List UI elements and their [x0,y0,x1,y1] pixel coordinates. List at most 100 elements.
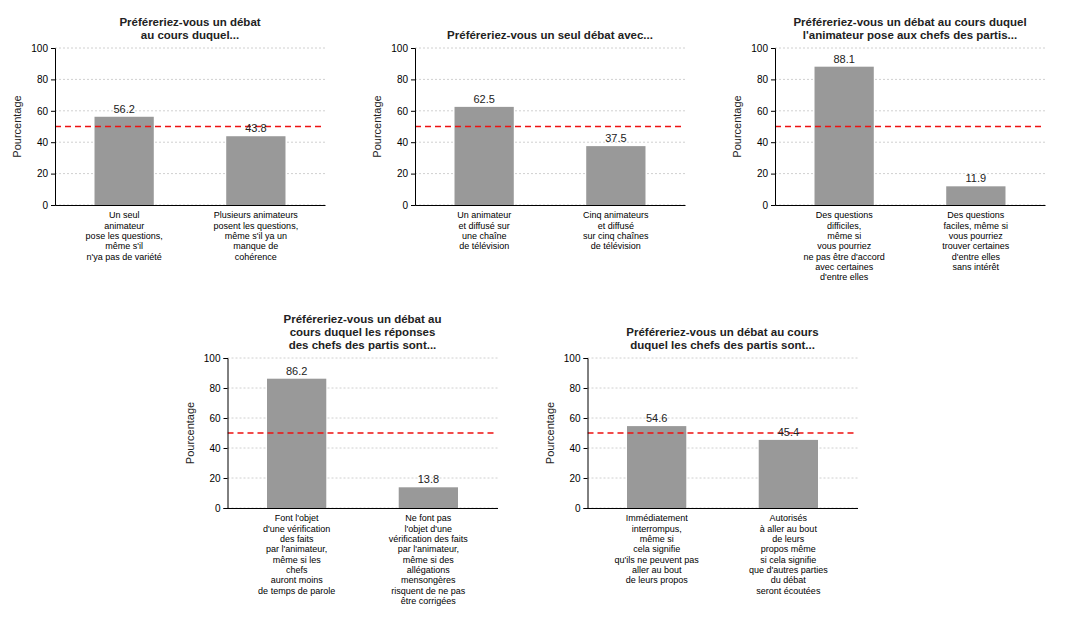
x-tick-label-line: pose les questions, [86,231,163,241]
x-tick-label: Immédiatementinterrompus,même sicela sig… [615,513,700,585]
x-tick-label-line: difficiles, [827,221,861,231]
y-axis: 020406080100 [564,353,588,514]
y-tick-mark [771,142,775,143]
bar [226,136,285,205]
x-tick-label-line: qu'ils ne peuvent pas [615,555,700,565]
y-axis: 020406080100 [204,353,228,514]
x-tick-label-line: une chaîne [462,231,507,241]
x-tick-label-line: cohérence [235,252,277,262]
y-tick-mark [51,111,55,112]
y-axis: 020406080100 [751,43,775,211]
bar [759,440,818,508]
y-tick-label: 20 [397,168,409,179]
x-tick-label-line: du débat [771,575,807,585]
y-tick-mark [771,174,775,175]
x-tick-label-line: de leurs propos [626,575,689,585]
x-tick-label-line: être corrigées [401,596,457,606]
y-tick-mark [411,205,415,206]
bar [455,107,514,205]
grid [228,358,498,508]
x-tick-label-line: et diffusé sur [458,221,509,231]
chart-title-line: Préféreriez-vous un seul débat avec... [447,29,653,41]
chart-title-line: l'animateur pose aux chefs des partis... [803,29,1017,41]
y-tick-label: 20 [209,473,221,484]
x-axis-line [416,205,686,206]
y-tick-mark [771,79,775,80]
y-tick: 20 [569,473,587,484]
y-axis-line [51,49,56,206]
y-tick-mark [224,508,228,509]
x-axis: Immédiatementinterrompus,même sicela sig… [588,508,858,596]
y-tick-label: 100 [31,43,48,54]
y-tick: 100 [751,43,775,54]
x-tick: Des questionsfaciles, même sivous pourri… [942,205,1010,272]
y-tick: 80 [569,383,587,394]
subplot: 88.111.9020406080100Des questionsdiffici… [731,16,1046,282]
x-tick-label: Ne font pasl'objet d'unevérification des… [389,513,469,606]
chart-title-line: Préféreriez-vous un débat au [284,313,442,325]
y-tick: 100 [31,43,55,54]
x-tick: Plusieurs animateursposent les questions… [214,205,299,262]
chart-title: Préféreriez-vous un débat aucours duquel… [284,313,442,351]
x-axis: Un seulanimateurpose les questions,même … [56,205,326,262]
x-tick-label: Un seulanimateurpose les questions,même … [86,210,163,261]
x-tick-label: Des questionsdifficiles,même sivous pour… [804,210,885,282]
grid-line [228,358,498,359]
y-tick-label: 40 [37,137,49,148]
x-tick-label-line: allégations [407,565,451,575]
x-tick-label-line: trouver certaines [942,241,1010,251]
x-tick-label-line: même si des [403,555,455,565]
data-labels: 86.213.8 [286,365,439,486]
y-tick-label: 60 [757,106,769,117]
plot-area [775,67,1045,205]
data-labels: 54.645.4 [646,412,799,438]
x-tick-label-line: par l'animateur, [266,544,327,554]
x-tick-label: Plusieurs animateursposent les questions… [214,210,299,261]
y-tick-mark [584,478,588,479]
x-tick-label-line: ne pas être d'accord [804,252,885,262]
reference-line [775,126,1045,128]
y-tick-mark [51,48,55,49]
x-tick-label-line: Des questions [816,210,874,220]
x-tick-label-line: faciles, même si [944,221,1009,231]
x-tick: Font l'objetd'une vérificationdes faitsp… [258,508,335,596]
y-tick-mark [771,205,775,206]
x-tick-label-line: avec certaines [815,262,874,272]
grid-line [415,79,685,80]
x-tick-label-line: posent les questions, [214,221,299,231]
y-tick-label: 100 [204,353,221,364]
x-tick-label-line: manque de [233,241,278,251]
x-tick-label-line: de leurs [772,534,805,544]
grid-line [55,110,325,111]
y-tick: 20 [757,168,775,179]
x-tick-label-line: d'une vérification [263,524,330,534]
x-tick-label: Cinq animateurset diffusésur cinq chaîne… [583,210,649,251]
x-tick-label-line: l'objet d'une [405,524,452,534]
chart-title: Préféreriez-vous un débat au cours duque… [793,16,1026,41]
x-tick-label-line: risquent de ne pas [391,586,466,596]
x-tick-label-line: vous pourriez [949,231,1004,241]
y-tick-label: 40 [569,443,581,454]
y-axis-line [411,49,416,206]
x-tick-label-line: sur cinq chaînes [583,231,649,241]
x-tick-label-line: Immédiatement [626,513,689,523]
y-tick-mark [51,79,55,80]
grid-line [588,358,858,359]
x-tick-label-line: Cinq animateurs [583,210,649,220]
subplot: 54.645.4020406080100Immédiatementinterro… [544,326,859,596]
subplot: 62.537.5020406080100Un animateuret diffu… [371,29,686,251]
x-tick-label-line: chefs [286,565,308,575]
data-label: 86.2 [286,365,307,377]
y-tick: 60 [757,106,775,117]
x-axis: Font l'objetd'une vérificationdes faitsp… [228,508,498,606]
grid-line [55,79,325,80]
bar [586,146,645,205]
x-tick-label-line: cela signifie [633,544,680,554]
x-tick-label-line: même s'il [105,241,143,251]
y-tick-label: 80 [209,383,221,394]
x-tick-label-line: de temps de parole [258,586,335,596]
y-tick-mark [584,508,588,509]
x-tick-label-line: même si [640,534,674,544]
x-tick: Cinq animateurset diffusésur cinq chaîne… [583,205,649,251]
y-tick-label: 80 [569,383,581,394]
